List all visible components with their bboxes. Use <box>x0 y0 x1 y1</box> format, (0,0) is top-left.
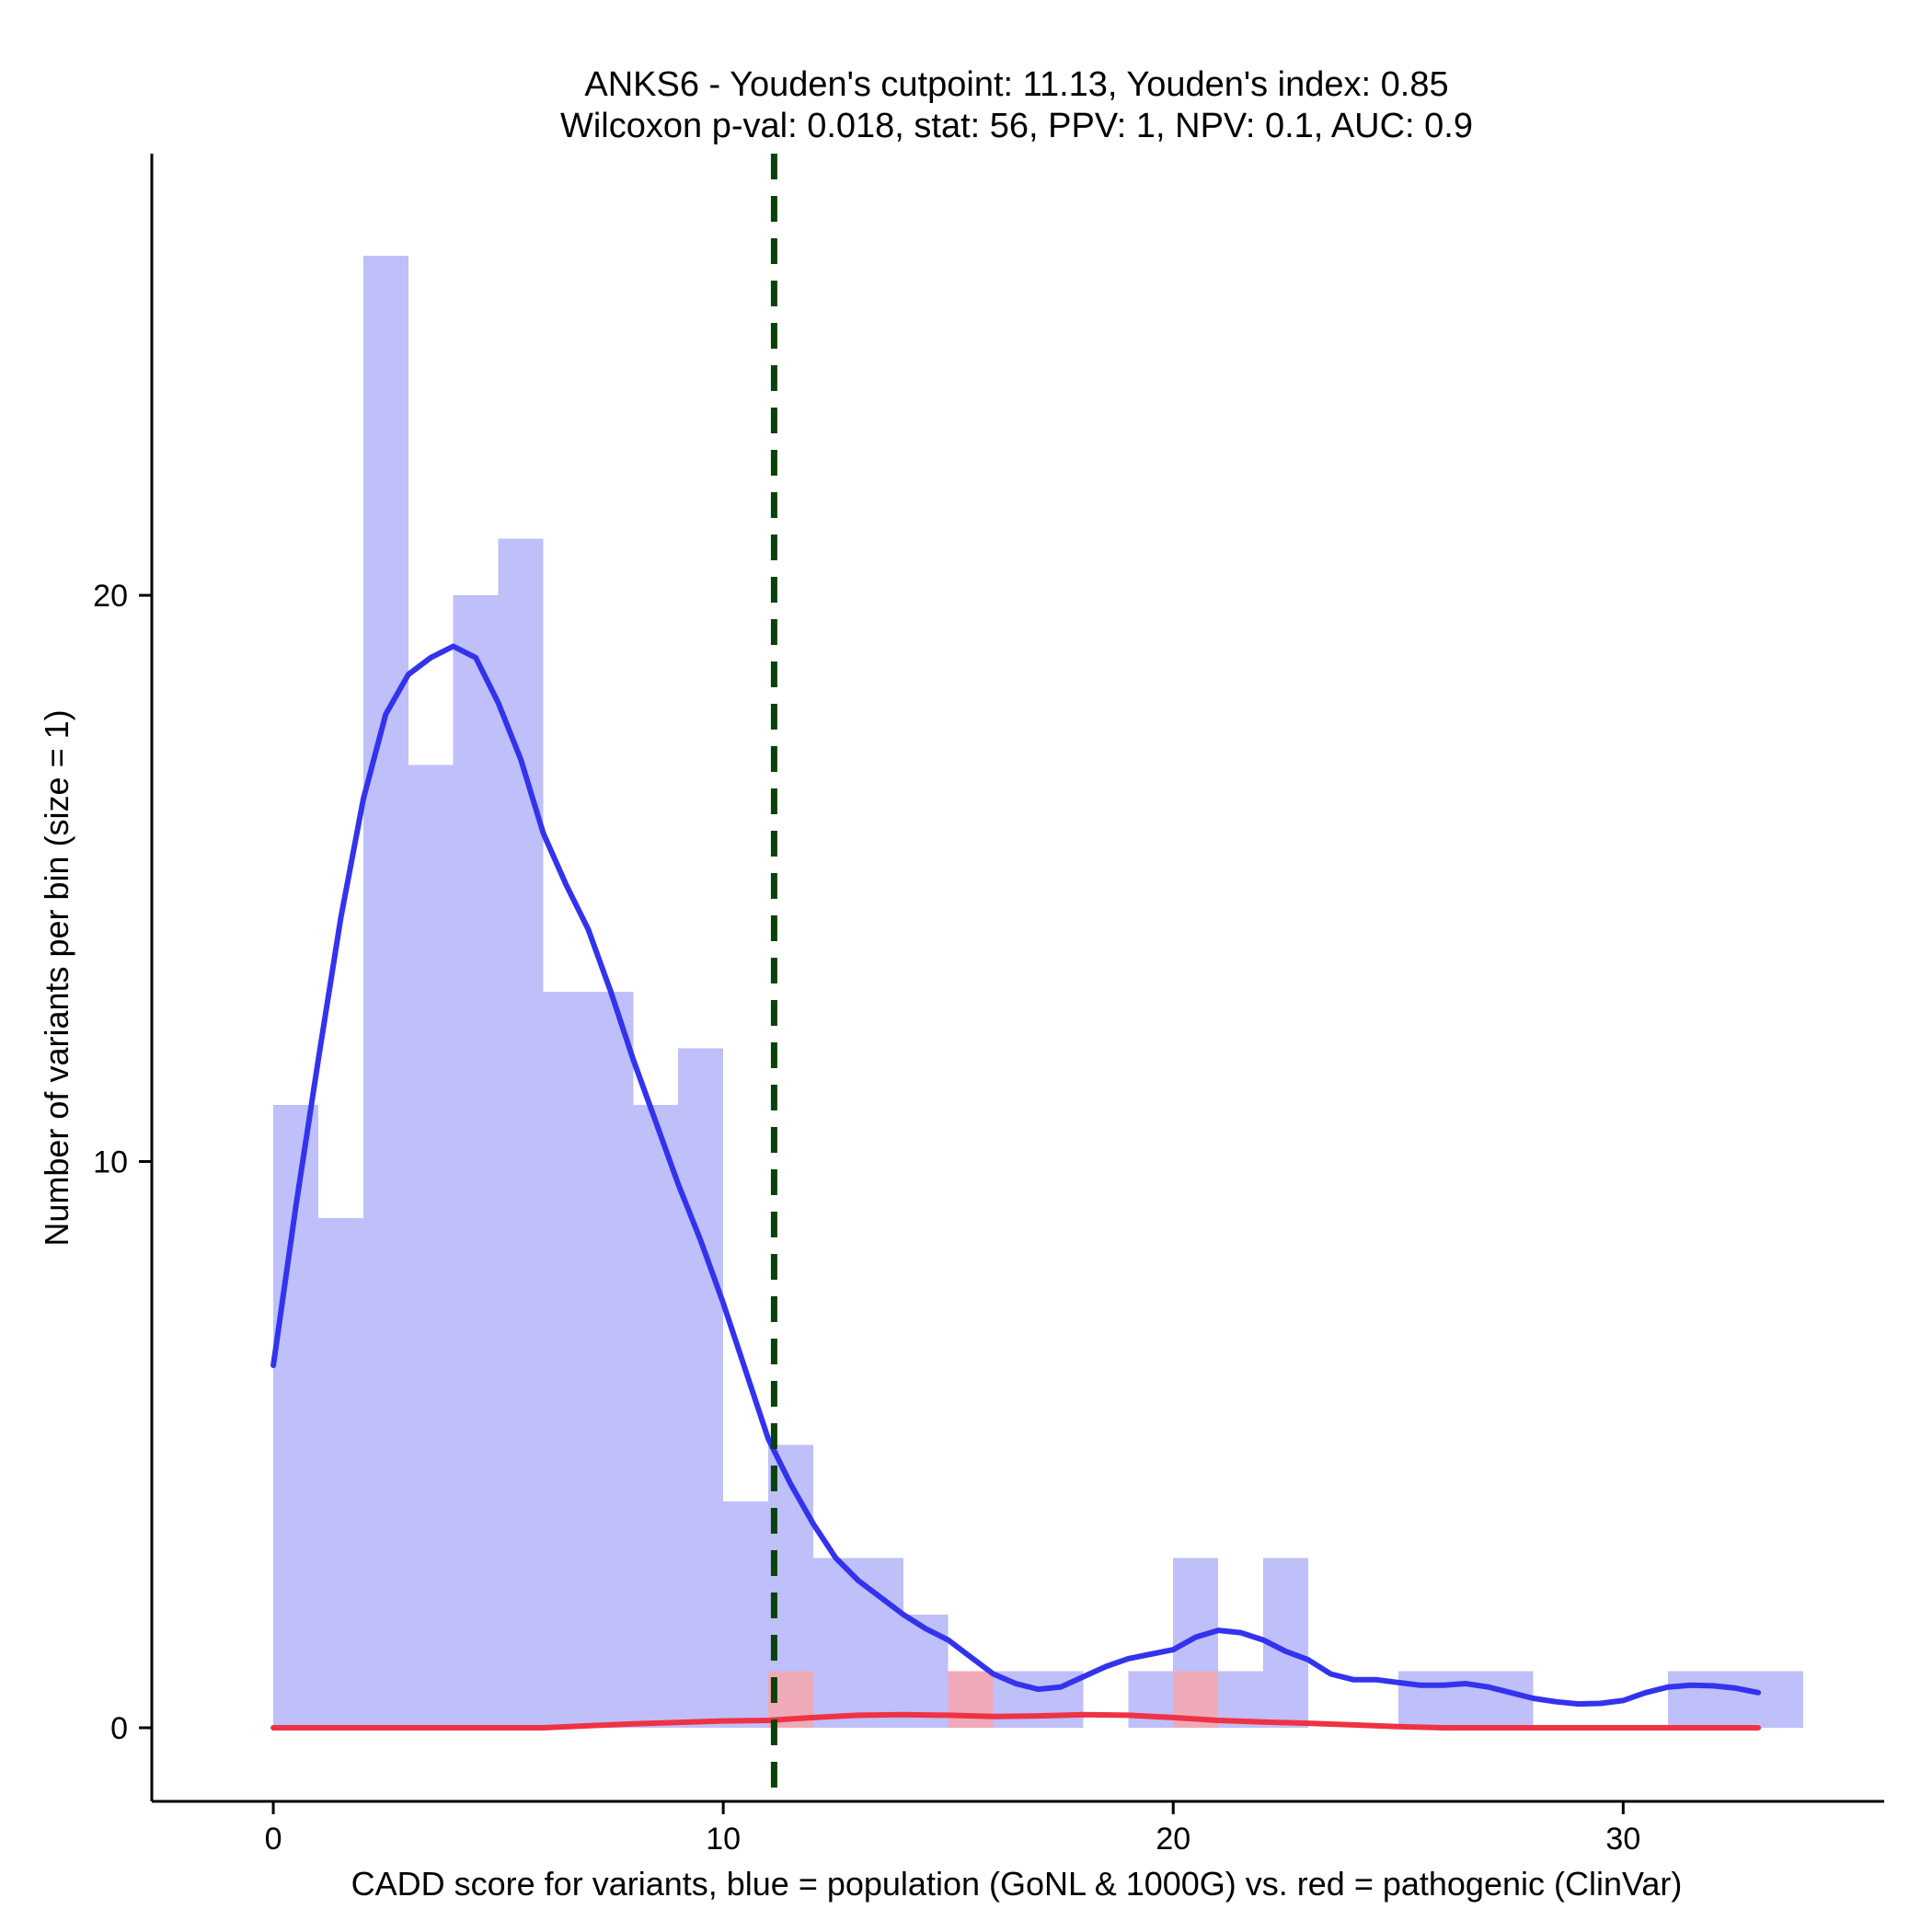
population-bar <box>1397 1671 1443 1728</box>
population-bar <box>1758 1671 1803 1728</box>
population-bar <box>723 1501 769 1728</box>
population-bar <box>453 595 499 1728</box>
population-bar <box>588 991 634 1728</box>
pathogenic-bar <box>948 1671 994 1728</box>
y-tick-label: 20 <box>93 579 128 614</box>
population-bar <box>1443 1671 1489 1728</box>
y-ticks: 0 10 20 <box>93 579 152 1746</box>
population-bar <box>543 991 589 1728</box>
population-bar <box>317 1218 363 1728</box>
population-bar <box>633 1104 679 1728</box>
population-bar <box>498 538 544 1728</box>
pathogenic-density-line <box>270 1711 1762 1731</box>
density-curves <box>270 643 1762 1731</box>
x-axis-label: CADD score for variants, blue = populati… <box>351 1865 1683 1903</box>
population-bar <box>812 1558 858 1728</box>
y-axis-label: Number of variants per bin (size = 1) <box>38 709 75 1246</box>
x-tick-label: 20 <box>1156 1822 1190 1857</box>
chart-title: ANKS6 - Youden's cutpoint: 11.13, Youden… <box>584 65 1448 104</box>
population-bar <box>678 1048 724 1728</box>
population-bars <box>273 255 1803 1728</box>
population-bar <box>1713 1671 1759 1728</box>
population-bar <box>362 255 408 1728</box>
y-tick-label: 0 <box>110 1711 128 1746</box>
chart-subtitle: Wilcoxon p-val: 0.018, stat: 56, PPV: 1,… <box>560 107 1473 145</box>
population-density-line <box>270 643 1762 1708</box>
population-bar <box>408 765 454 1728</box>
x-ticks: 0 10 20 30 <box>265 1801 1640 1857</box>
population-bar <box>1488 1671 1534 1728</box>
x-tick-label: 0 <box>265 1822 282 1857</box>
population-bar <box>1668 1671 1714 1728</box>
x-tick-label: 30 <box>1605 1822 1640 1857</box>
x-tick-label: 10 <box>706 1822 741 1857</box>
axes <box>150 154 1884 1803</box>
y-tick-label: 10 <box>93 1145 128 1180</box>
